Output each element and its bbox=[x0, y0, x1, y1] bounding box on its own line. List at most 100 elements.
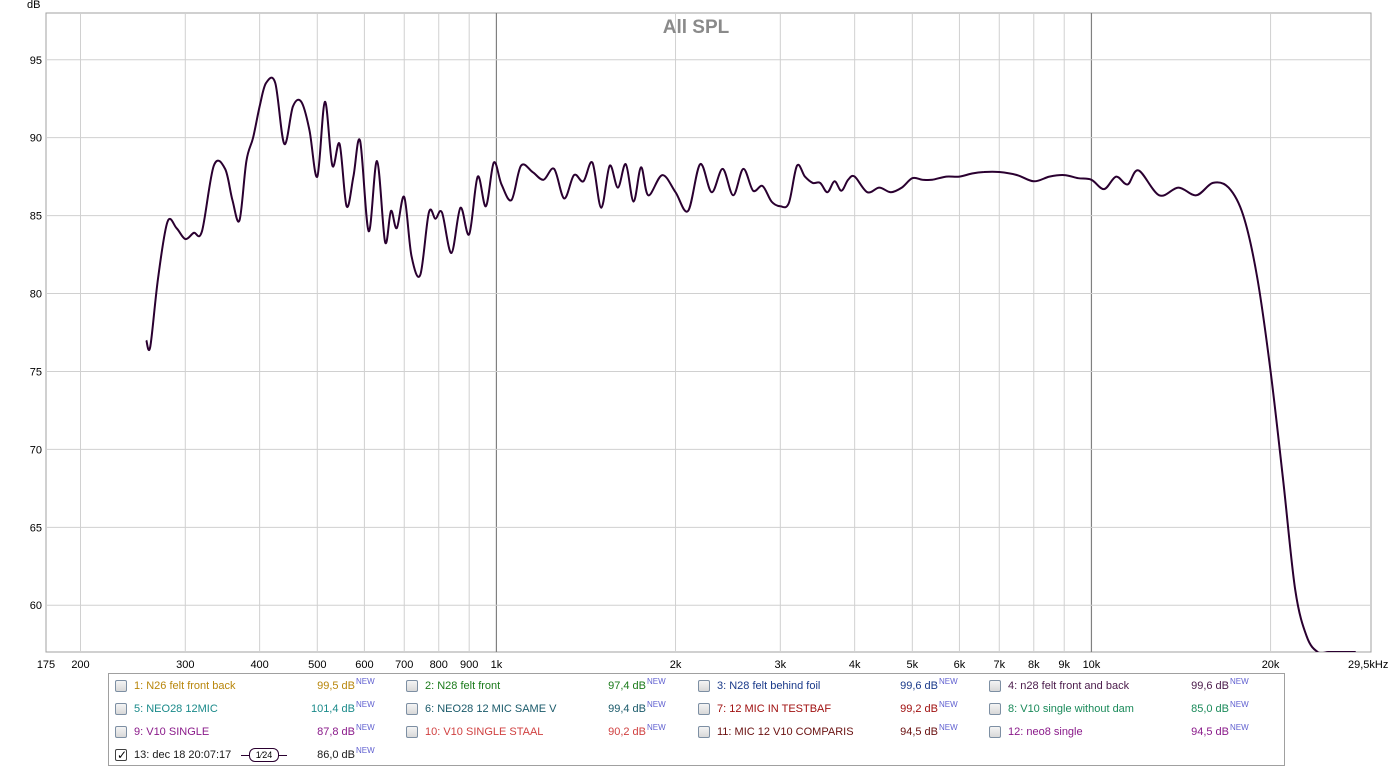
legend-checkbox[interactable] bbox=[698, 680, 710, 692]
legend-new-tag: NEW bbox=[356, 746, 375, 755]
legend-value: 87,8 dB bbox=[317, 726, 355, 738]
x-tick-label: 9k bbox=[1058, 659, 1070, 671]
legend-value: 101,4 dB bbox=[310, 703, 355, 715]
legend-label: 6: NEO28 12 MIC SAME V bbox=[425, 703, 557, 715]
x-tick-label: 7k bbox=[993, 659, 1005, 671]
legend-new-tag: NEW bbox=[939, 700, 958, 709]
legend-checkbox[interactable] bbox=[989, 726, 1001, 738]
x-tick-label: 5k bbox=[907, 659, 919, 671]
x-tick-label: 500 bbox=[308, 659, 326, 671]
legend-label: 3: N28 felt behind foil bbox=[717, 680, 821, 692]
legend-item[interactable]: 2: N28 felt front 97,4 dB NEW bbox=[406, 677, 691, 700]
legend-item[interactable]: 12: neo8 single 94,5 dB NEW bbox=[989, 723, 1274, 746]
legend-checkbox[interactable] bbox=[406, 680, 418, 692]
legend-value: 86,0 dB bbox=[317, 749, 355, 761]
legend-value: 94,5 dB bbox=[900, 726, 938, 738]
legend-new-tag: NEW bbox=[356, 677, 375, 686]
legend-new-tag: NEW bbox=[647, 677, 666, 686]
y-tick-label: 70 bbox=[30, 444, 42, 456]
legend-value: 90,2 dB bbox=[608, 726, 646, 738]
legend-label: 9: V10 SINGLE bbox=[134, 726, 210, 738]
legend-item[interactable]: 7: 12 MIC IN TESTBAF 99,2 dB NEW bbox=[698, 700, 983, 723]
x-tick-label: 10k bbox=[1083, 659, 1101, 671]
legend-label: 5: NEO28 12MIC bbox=[134, 703, 218, 715]
legend-label: 11: MIC 12 V10 COMPARIS bbox=[717, 726, 854, 738]
legend-checkbox[interactable] bbox=[115, 747, 127, 763]
x-tick-label: 600 bbox=[355, 659, 373, 671]
series-line bbox=[145, 76, 1356, 652]
legend-checkbox[interactable] bbox=[115, 726, 127, 738]
x-tick-labels: 175 200 300 400 500 600 700 800 900 1k 2k 3k 4k 5k 6k 7… bbox=[37, 659, 1389, 671]
legend-checkbox[interactable] bbox=[115, 703, 127, 715]
y-tick-label: 75 bbox=[30, 366, 42, 378]
legend-label: 13: dec 18 20:07:17 bbox=[134, 749, 232, 761]
legend-item[interactable]: 3: N28 felt behind foil 99,6 dB NEW bbox=[698, 677, 983, 700]
legend-panel: 1: N26 felt front back 99,5 dB NEW 2: N28 f… bbox=[108, 673, 1285, 766]
legend-value: 99,2 dB bbox=[900, 703, 938, 715]
legend-checkbox[interactable] bbox=[989, 680, 1001, 692]
legend-new-tag: NEW bbox=[1230, 677, 1249, 686]
x-tick-label: 8k bbox=[1028, 659, 1040, 671]
x-tick-label: 1k bbox=[491, 659, 503, 671]
legend-label: 4: n28 felt front and back bbox=[1008, 680, 1130, 692]
legend-value: 97,4 dB bbox=[608, 680, 646, 692]
y-tick-label: 65 bbox=[30, 522, 42, 534]
legend-item[interactable]: 1: N26 felt front back 99,5 dB NEW bbox=[115, 677, 400, 700]
legend-new-tag: NEW bbox=[647, 723, 666, 732]
legend-item[interactable]: 9: V10 SINGLE 87,8 dB NEW bbox=[115, 723, 400, 746]
legend-item[interactable]: 10: V10 SINGLE STAAL 90,2 dB NEW bbox=[406, 723, 691, 746]
y-tick-label: 60 bbox=[30, 600, 42, 612]
x-grid bbox=[80, 13, 1272, 652]
legend-checkbox[interactable] bbox=[989, 703, 1001, 715]
legend-value: 99,5 dB bbox=[317, 680, 355, 692]
legend-value: 99,4 dB bbox=[608, 703, 646, 715]
legend-value: 99,6 dB bbox=[1191, 680, 1229, 692]
legend-new-tag: NEW bbox=[647, 700, 666, 709]
x-tick-label: 800 bbox=[430, 659, 448, 671]
legend-item[interactable]: 4: n28 felt front and back 99,6 dB NEW bbox=[989, 677, 1274, 700]
y-tick-label: 90 bbox=[30, 133, 42, 145]
legend-new-tag: NEW bbox=[356, 723, 375, 732]
legend-item[interactable]: 6: NEO28 12 MIC SAME V 99,4 dB NEW bbox=[406, 700, 691, 723]
spl-chart[interactable]: 175 200 300 400 500 600 700 800 900 1k 2k 3k 4k 5k 6k 7… bbox=[0, 0, 1395, 672]
x-tick-label: 200 bbox=[71, 659, 89, 671]
smoothing-line-right bbox=[279, 755, 287, 756]
legend-new-tag: NEW bbox=[939, 677, 958, 686]
legend-label: 7: 12 MIC IN TESTBAF bbox=[717, 703, 832, 715]
legend-item[interactable]: 8: V10 single without dam 85,0 dB NEW bbox=[989, 700, 1274, 723]
legend-checkbox[interactable] bbox=[698, 703, 710, 715]
x-tick-label: 6k bbox=[954, 659, 966, 671]
chart-title: All SPL bbox=[663, 17, 730, 38]
legend-new-tag: NEW bbox=[1230, 723, 1249, 732]
legend-value: 99,6 dB bbox=[900, 680, 938, 692]
y-tick-label: 85 bbox=[30, 211, 42, 223]
legend-checkbox[interactable] bbox=[115, 680, 127, 692]
legend-checkbox[interactable] bbox=[406, 726, 418, 738]
series-layer bbox=[145, 76, 1356, 652]
smoothing-badge[interactable]: 1⁄24 bbox=[249, 748, 279, 762]
x-tick-label: 4k bbox=[849, 659, 861, 671]
legend-item[interactable]: 11: MIC 12 V10 COMPARIS 94,5 dB NEW bbox=[698, 723, 983, 746]
legend-label: 1: N26 felt front back bbox=[134, 680, 236, 692]
x-tick-label: 29,5kHz bbox=[1348, 659, 1388, 671]
legend-label: 2: N28 felt front bbox=[425, 680, 501, 692]
smoothing-line-left bbox=[241, 755, 249, 756]
y-axis-label: dB bbox=[27, 0, 40, 11]
y-grid bbox=[46, 59, 1371, 606]
y-tick-label: 80 bbox=[30, 289, 42, 301]
x-tick-label: 700 bbox=[395, 659, 413, 671]
legend-new-tag: NEW bbox=[939, 723, 958, 732]
legend-item[interactable]: 5: NEO28 12MIC 101,4 dB NEW bbox=[115, 700, 400, 723]
legend-new-tag: NEW bbox=[356, 700, 375, 709]
legend-label: 8: V10 single without dam bbox=[1008, 703, 1134, 715]
plot-area bbox=[45, 12, 1372, 653]
y-tick-label: 95 bbox=[30, 55, 42, 67]
x-tick-label: 2k bbox=[670, 659, 682, 671]
legend-checkbox[interactable] bbox=[406, 703, 418, 715]
legend-label: 10: V10 SINGLE STAAL bbox=[425, 726, 544, 738]
x-tick-label: 400 bbox=[250, 659, 268, 671]
x-tick-label: 300 bbox=[176, 659, 194, 671]
y-tick-labels: 60 65 70 75 80 85 90 95 bbox=[30, 55, 42, 612]
legend-checkbox[interactable] bbox=[698, 726, 710, 738]
